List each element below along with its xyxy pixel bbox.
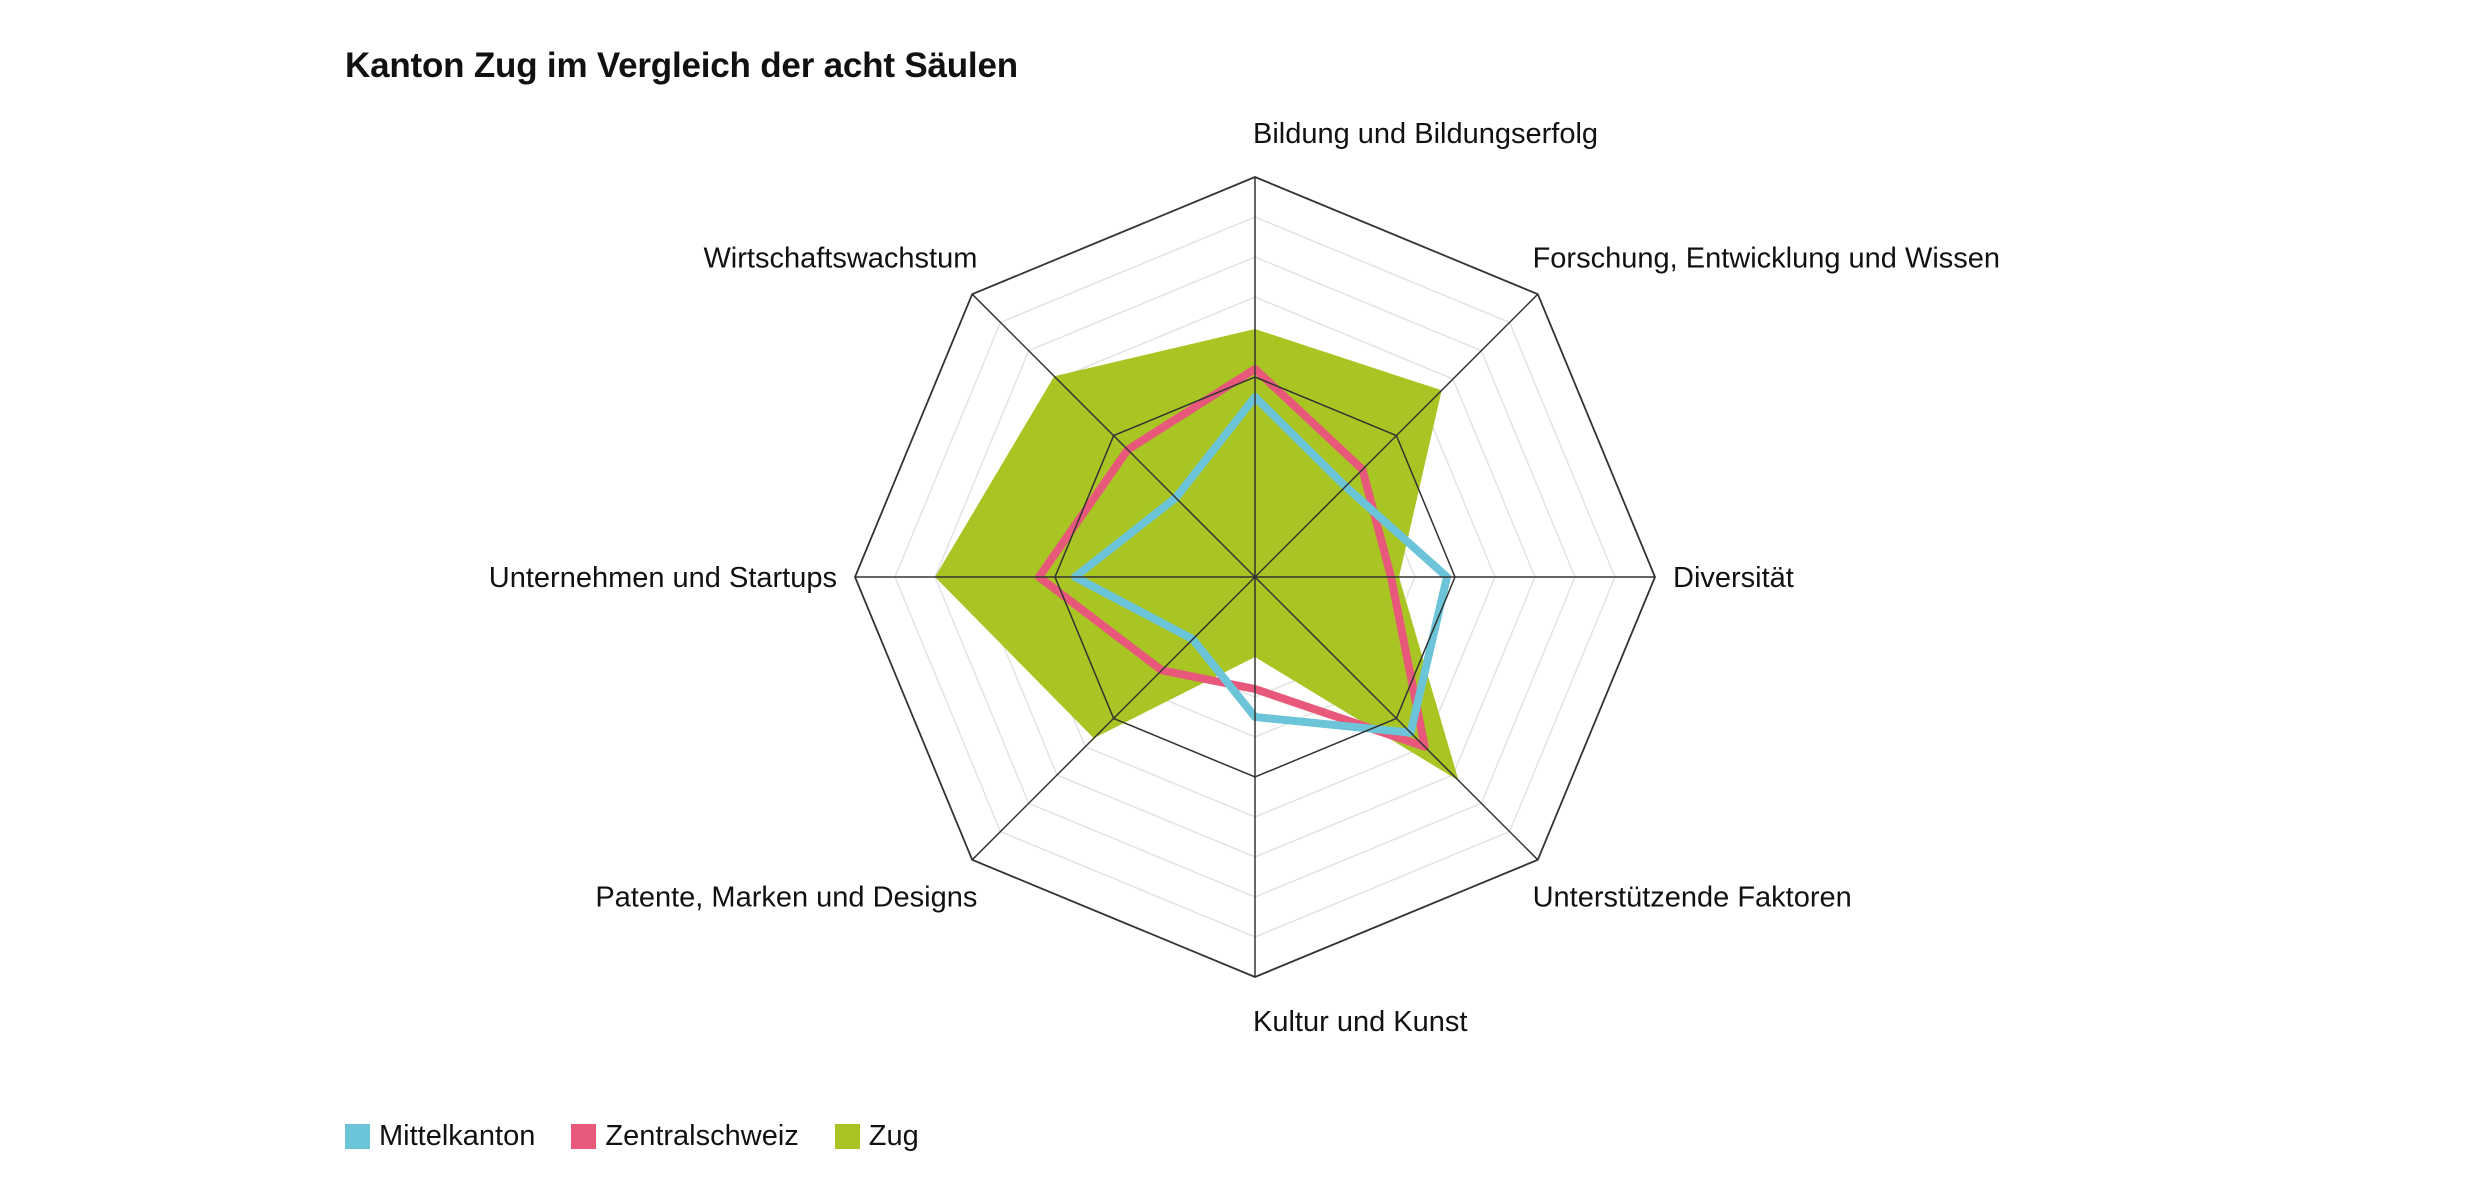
legend-label: Zentralschweiz — [605, 1120, 799, 1152]
radar-outline — [854, 176, 1656, 978]
axis-label: Patente, Marken und Designs — [595, 882, 977, 914]
axis-label: Diversität — [1673, 562, 1794, 594]
axis-labels: Bildung und Bildungserfolg Forschung, Ent… — [489, 118, 2000, 1038]
legend-swatch — [571, 1124, 597, 1149]
radar-spokes — [855, 177, 1655, 977]
axis-spoke — [971, 576, 1256, 861]
axis-label: Kultur und Kunst — [1253, 1006, 1467, 1038]
legend-item: Mittelkanton — [345, 1120, 535, 1153]
legend-swatch — [834, 1124, 860, 1149]
axis-label: Forschung, Entwicklung und Wissen — [1533, 242, 2000, 274]
axis-spoke — [971, 293, 1256, 578]
axis-label: Bildung und Bildungserfolg — [1253, 118, 1598, 150]
legend: Mittelkanton Zentralschweiz Zug — [345, 1120, 919, 1153]
legend-item: Zentralschweiz — [571, 1120, 799, 1153]
axis-spoke — [1254, 576, 1539, 861]
legend-swatch — [345, 1124, 370, 1149]
legend-item: Zug — [834, 1120, 919, 1153]
chart-title: Kanton Zug im Vergleich der acht Säulen — [345, 46, 1018, 85]
axis-label: Unterstützende Faktoren — [1533, 882, 1852, 914]
axis-spoke — [1254, 293, 1539, 578]
legend-label: Mittelkanton — [379, 1120, 536, 1152]
legend-label: Zug — [868, 1120, 919, 1152]
axis-label: Wirtschaftswachstum — [703, 242, 977, 274]
axis-label: Unternehmen und Startups — [489, 562, 837, 594]
